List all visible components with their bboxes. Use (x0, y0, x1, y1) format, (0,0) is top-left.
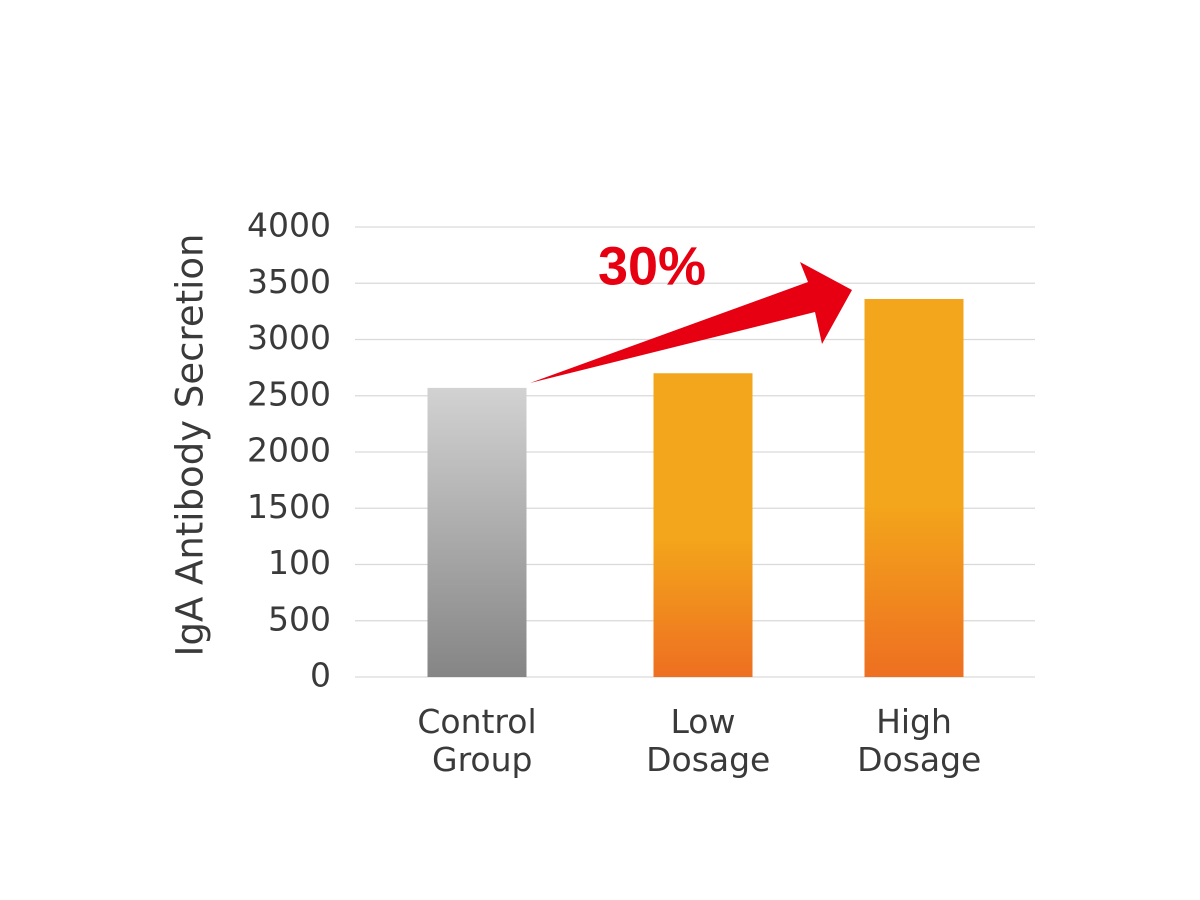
y-tick-label: 4000 (247, 206, 331, 245)
annotation: 30% (598, 236, 706, 296)
y-tick-label: 2000 (247, 431, 331, 470)
y-tick-label: 1500 (247, 487, 331, 526)
y-axis-label: IgA Antibody Secretion (169, 234, 212, 657)
y-tick-label: 2500 (247, 374, 331, 413)
y-tick-label: 3500 (247, 262, 331, 301)
y-tick-label: 3000 (247, 318, 331, 357)
y-tick-label: 100 (268, 543, 331, 582)
x-tick-label: Control Group (417, 702, 536, 779)
bar (427, 387, 527, 677)
annotation-arrow (530, 262, 852, 383)
y-tick-label: 500 (268, 599, 331, 638)
y-tick-label: 0 (310, 656, 331, 695)
bar (653, 373, 753, 677)
x-tick-label: High Dosage (847, 702, 982, 779)
bar (864, 299, 964, 677)
x-tick-label: Low Dosage (636, 702, 771, 779)
